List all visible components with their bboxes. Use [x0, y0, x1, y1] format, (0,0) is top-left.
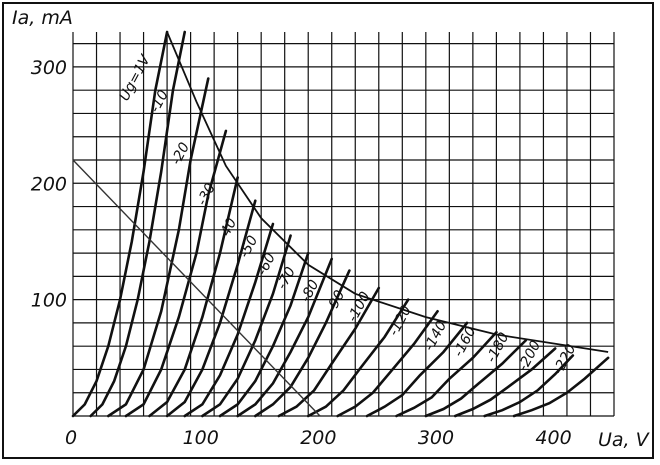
series-line--10 — [89, 30, 187, 418]
series-line--50 — [165, 199, 257, 418]
series-line--100 — [253, 269, 351, 418]
x-tick-label: 100 — [183, 427, 219, 449]
series-line-Ug1V — [71, 30, 169, 418]
curve-label: Ug=1V — [117, 51, 155, 103]
load-line — [72, 159, 321, 417]
curves — [71, 30, 610, 418]
series-line--150 — [395, 330, 498, 418]
series-line--20 — [106, 77, 210, 418]
series-line--160 — [424, 339, 528, 418]
x-tick-label: 300 — [418, 427, 454, 449]
tick-labels: 0 100 200 300 400 100 200 300 — [31, 57, 572, 449]
curve-label: -180 — [483, 330, 512, 366]
series-line--90 — [236, 257, 334, 418]
series-line--140 — [365, 321, 469, 418]
series-line--60 — [183, 222, 275, 418]
x-tick-label: 200 — [300, 427, 336, 449]
series-line--40 — [148, 176, 239, 418]
curve-label: -100 — [345, 289, 374, 325]
curve-label: -90 — [323, 288, 348, 316]
series-line--120 — [306, 298, 410, 418]
curve-label: -80 — [298, 277, 323, 305]
curve-label: -220 — [550, 342, 579, 378]
y-tick-label: 200 — [31, 173, 67, 195]
grid — [72, 32, 615, 417]
x-axis-label: Uа, V — [598, 429, 651, 451]
curve-label: -40 — [215, 216, 240, 244]
series-line--80 — [218, 251, 310, 418]
series-line--70 — [201, 234, 292, 418]
power-limit-line — [166, 31, 609, 353]
y-axis-label: Iа, mA — [12, 7, 73, 29]
y-tick-label: 100 — [31, 290, 67, 312]
x-tick-label: 0 — [65, 427, 77, 449]
curve-label: -30 — [194, 181, 219, 209]
x-tick-label: 400 — [535, 427, 571, 449]
series-line--220 — [512, 356, 610, 418]
series-line--130 — [336, 309, 439, 418]
series-line--110 — [277, 286, 381, 418]
curve-label: -10 — [147, 88, 172, 116]
curve-labels: Ug=1V-10-20-30-40-50-60-70-80 -90-100 -120… — [117, 51, 580, 377]
series-line--180 — [453, 347, 557, 418]
curve-label: -120 — [386, 303, 415, 339]
series-line--30 — [124, 129, 228, 418]
y-tick-label: 300 — [31, 57, 67, 79]
series-line--200 — [483, 354, 575, 418]
